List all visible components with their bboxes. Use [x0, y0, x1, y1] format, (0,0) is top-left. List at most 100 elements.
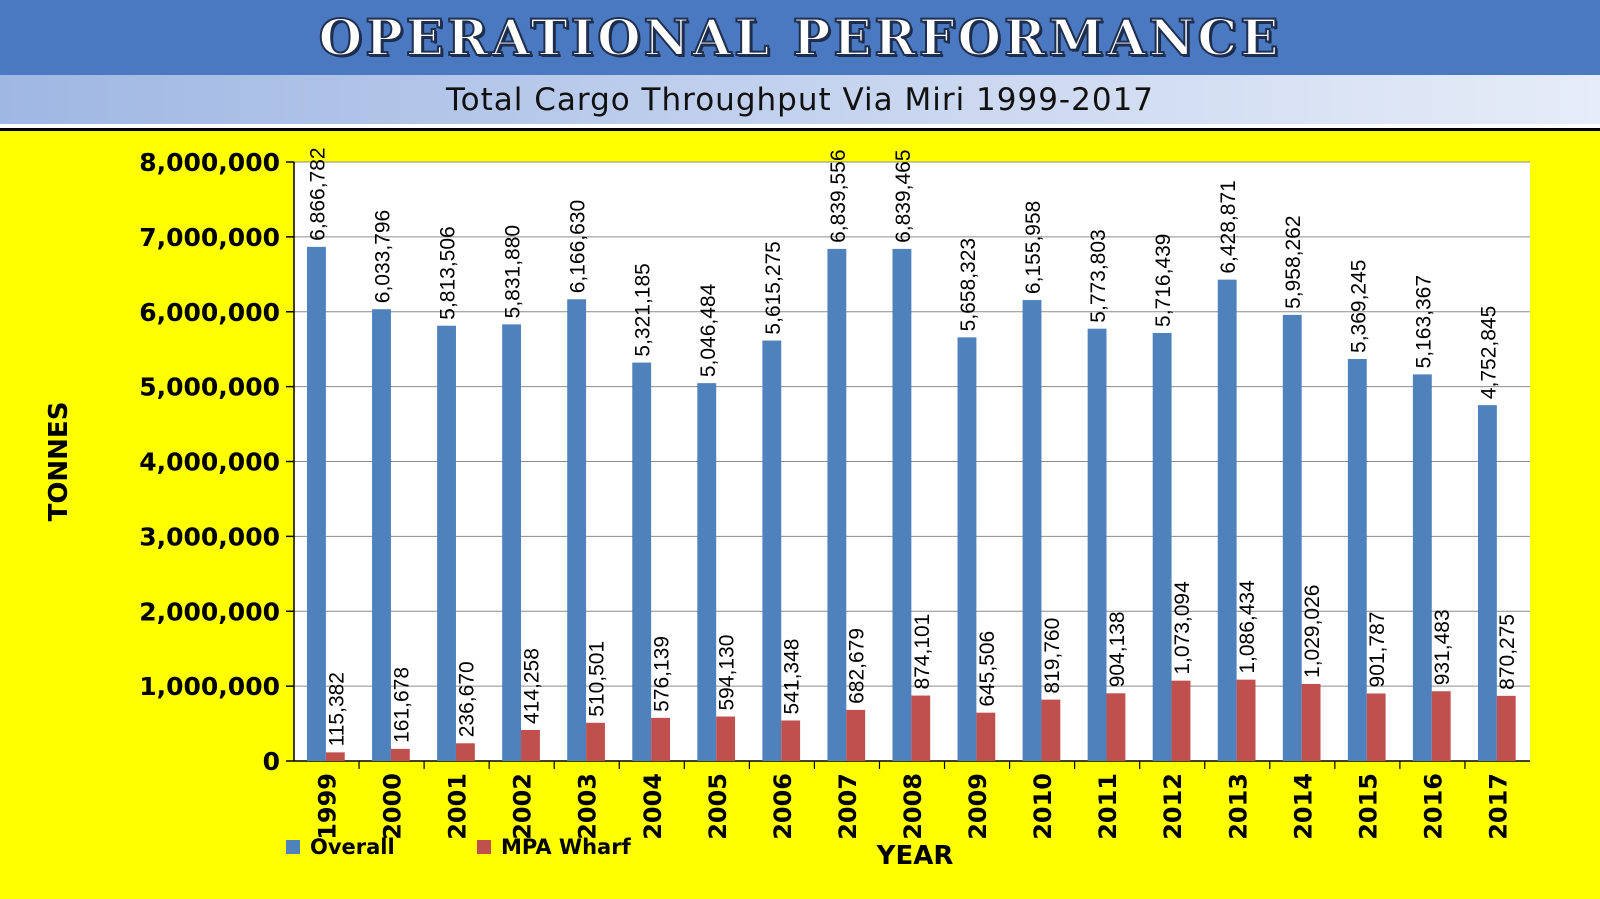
bar-mpa-wharf [1366, 693, 1386, 761]
bar-overall [1477, 405, 1497, 761]
x-tick-label: 2005 [704, 773, 732, 840]
data-label-mpa-wharf: 1,086,434 [1236, 580, 1259, 674]
y-tick-label: 8,000,000 [139, 148, 280, 177]
data-label-mpa-wharf: 870,275 [1496, 614, 1519, 690]
y-tick-label: 1,000,000 [139, 672, 280, 701]
x-tick-label: 2001 [444, 773, 472, 840]
legend-swatch-overall [286, 840, 300, 854]
x-tick-label: 2007 [834, 773, 862, 840]
bar-overall [697, 383, 717, 761]
page-title: OPERATIONAL PERFORMANCE [318, 7, 1282, 68]
y-tick-label: 7,000,000 [139, 223, 280, 252]
data-label-overall: 6,866,782 [306, 147, 329, 240]
bar-overall [1022, 300, 1042, 761]
data-label-overall: 6,166,630 [567, 200, 590, 293]
bar-overall [567, 299, 587, 761]
bar-mpa-wharf [651, 717, 671, 761]
data-label-overall: 5,773,803 [1087, 229, 1110, 322]
x-tick-label: 2016 [1419, 773, 1447, 840]
chart-subtitle: Total Cargo Throughput Via Miri 1999-201… [445, 81, 1155, 118]
data-label-mpa-wharf: 682,679 [846, 628, 869, 704]
data-label-overall: 5,369,245 [1347, 260, 1370, 353]
x-tick-label: 2017 [1484, 773, 1512, 840]
bar-mpa-wharf [1496, 695, 1516, 761]
y-tick-label: 2,000,000 [139, 597, 280, 626]
x-tick-label: 2010 [1029, 773, 1057, 840]
bar-mpa-wharf [1106, 693, 1126, 761]
bar-mpa-wharf [455, 743, 475, 761]
legend-label-overall: Overall [310, 835, 395, 859]
bar-overall [502, 324, 522, 761]
data-label-mpa-wharf: 115,382 [325, 672, 348, 746]
bar-mpa-wharf [325, 752, 345, 761]
cargo-throughput-chart: 0 1,000,000 2,000,000 3,000,000 4,000,000 5,0… [44, 147, 1530, 871]
bar-overall [827, 248, 847, 761]
bar-overall [632, 362, 652, 761]
bar-mpa-wharf [1301, 683, 1321, 761]
data-label-overall: 6,033,796 [371, 210, 394, 303]
x-tick-label: 1999 [314, 773, 342, 840]
data-label-overall: 5,046,484 [697, 283, 720, 377]
data-label-overall: 5,958,262 [1282, 215, 1305, 308]
data-label-overall: 5,615,275 [762, 241, 785, 334]
data-label-mpa-wharf: 931,483 [1431, 609, 1454, 685]
data-label-overall: 6,155,958 [1022, 201, 1045, 294]
data-label-overall: 5,813,506 [437, 226, 460, 319]
bar-overall [762, 340, 782, 761]
bar-mpa-wharf [1236, 679, 1256, 761]
data-label-mpa-wharf: 1,029,026 [1301, 585, 1324, 678]
data-label-mpa-wharf: 901,787 [1366, 612, 1389, 688]
x-tick-label: 2003 [574, 773, 602, 840]
bar-mpa-wharf [1171, 680, 1191, 761]
data-label-overall: 5,658,323 [957, 238, 980, 331]
bar-mpa-wharf [716, 716, 736, 761]
data-label-mpa-wharf: 576,139 [651, 636, 674, 712]
x-tick-label: 2006 [769, 773, 797, 840]
x-tick-label: 2012 [1159, 773, 1187, 840]
bar-mpa-wharf [1041, 699, 1061, 761]
data-label-overall: 5,321,185 [632, 263, 655, 356]
data-label-overall: 6,428,871 [1217, 180, 1240, 273]
data-label-mpa-wharf: 904,138 [1106, 611, 1129, 687]
x-tick-label: 2002 [509, 773, 537, 840]
y-tick-label: 5,000,000 [139, 373, 280, 402]
bar-overall [1087, 328, 1107, 761]
data-label-overall: 4,752,845 [1477, 306, 1500, 399]
data-label-mpa-wharf: 414,258 [520, 648, 543, 724]
x-tick-label: 2008 [899, 773, 927, 840]
data-label-mpa-wharf: 1,073,094 [1171, 581, 1194, 675]
bar-mpa-wharf [586, 722, 605, 761]
bar-mpa-wharf [1431, 691, 1451, 761]
bar-overall [1282, 314, 1302, 761]
data-label-mpa-wharf: 236,670 [455, 661, 478, 737]
bar-overall [1412, 374, 1432, 761]
data-label-mpa-wharf: 874,101 [911, 614, 934, 690]
bar-overall [1152, 332, 1172, 761]
subtitle-bar: Total Cargo Throughput Via Miri 1999-201… [0, 75, 1600, 124]
chart-panel: 0 1,000,000 2,000,000 3,000,000 4,000,000 5,0… [0, 128, 1600, 899]
data-label-mpa-wharf: 161,678 [390, 667, 413, 743]
x-tick-label: 2013 [1224, 773, 1252, 840]
data-label-mpa-wharf: 645,506 [976, 631, 999, 707]
x-tick-label: 2015 [1354, 773, 1382, 840]
y-tick-label: 0 [263, 747, 280, 776]
bar-overall [892, 248, 912, 762]
title-bar: OPERATIONAL PERFORMANCE [0, 0, 1600, 75]
data-label-overall: 5,716,439 [1152, 234, 1175, 327]
bar-mpa-wharf [911, 695, 931, 761]
data-label-mpa-wharf: 819,760 [1041, 618, 1064, 694]
data-label-mpa-wharf: 541,348 [781, 639, 804, 715]
bar-mpa-wharf [390, 748, 410, 761]
bar-overall [1347, 358, 1367, 761]
x-tick-label: 2014 [1289, 773, 1317, 840]
bar-mpa-wharf [781, 720, 801, 761]
data-label-overall: 6,839,556 [827, 149, 850, 242]
data-label-overall: 6,839,465 [892, 149, 915, 242]
x-axis-title: YEAR [876, 841, 954, 871]
data-label-mpa-wharf: 594,130 [716, 635, 739, 711]
y-tick-label: 6,000,000 [139, 298, 280, 327]
x-tick-label: 2000 [379, 773, 407, 840]
bar-overall [307, 246, 326, 761]
bar-mpa-wharf [521, 729, 540, 761]
x-tick-label: 2011 [1094, 773, 1122, 840]
